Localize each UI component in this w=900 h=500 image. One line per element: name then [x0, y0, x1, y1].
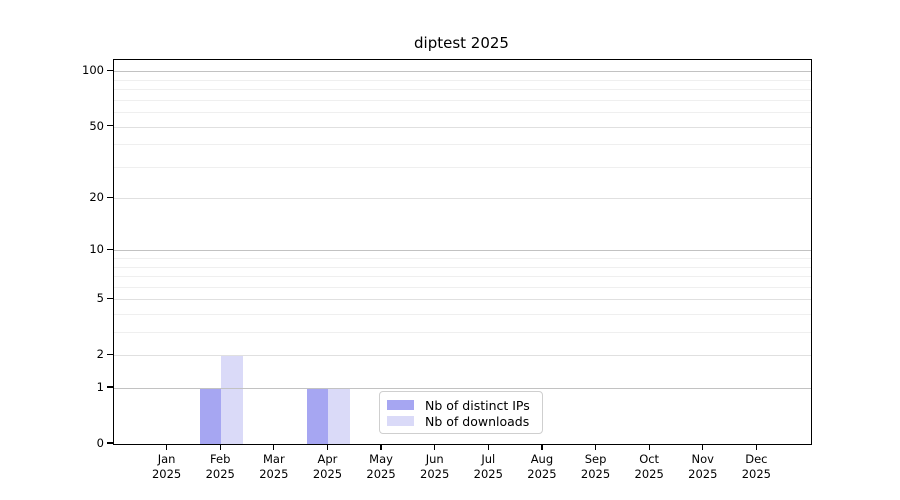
x-tick-label-sep: Sep 2025 [566, 452, 626, 482]
legend-swatch-downloads [387, 415, 414, 427]
x-tick-month: Dec [745, 452, 768, 466]
x-tick-year: 2025 [259, 467, 289, 481]
x-tick-label-may: May 2025 [351, 452, 411, 482]
y-tick-mark-1 [107, 386, 113, 388]
gridline-minor-30 [114, 166, 811, 168]
bar-downloads-apr [328, 388, 350, 444]
x-tick-label-apr: Apr 2025 [297, 452, 357, 482]
gridline-minor-4 [114, 314, 811, 316]
y-tick-label-1: 1 [96, 380, 104, 395]
x-tick-label-mar: Mar 2025 [244, 452, 304, 482]
x-tick-mark-nov [702, 444, 704, 450]
legend-swatch-distinct-ips [387, 399, 414, 411]
gridline-minor-80 [114, 89, 811, 91]
x-tick-year: 2025 [312, 467, 343, 481]
x-tick-month: Apr [317, 452, 338, 466]
x-tick-mark-may [380, 444, 382, 450]
x-tick-year: 2025 [366, 467, 396, 481]
legend-label-downloads: Nb of downloads [425, 413, 530, 429]
x-tick-month: Mar [262, 452, 285, 466]
x-tick-mark-jun [434, 444, 436, 450]
y-tick-mark-0 [107, 442, 113, 444]
x-tick-label-feb: Feb 2025 [190, 452, 250, 482]
bar-downloads-feb [221, 355, 243, 444]
x-tick-year: 2025 [420, 467, 450, 481]
x-tick-month: Jul [481, 452, 496, 466]
chart-title: diptest 2025 [414, 34, 509, 52]
x-tick-year: 2025 [527, 467, 557, 481]
x-tick-mark-aug [541, 444, 543, 450]
y-tick-label-5: 5 [96, 291, 104, 306]
gridline-minor-60 [114, 112, 811, 114]
plot-area [113, 59, 812, 445]
x-tick-mark-feb [219, 444, 221, 450]
gridline-major-5 [114, 299, 811, 301]
y-tick-label-0: 0 [96, 436, 104, 450]
gridline-major-100 [114, 71, 811, 73]
x-tick-mark-mar [273, 444, 275, 450]
x-tick-year: 2025 [580, 467, 611, 481]
gridline-minor-3 [114, 332, 811, 334]
x-tick-month: Nov [691, 452, 714, 466]
x-tick-month: Jun [425, 452, 444, 466]
x-tick-label-jan: Jan 2025 [137, 452, 197, 482]
gridline-major-20 [114, 198, 811, 200]
legend: Nb of distinct IPs Nb of downloads [379, 391, 543, 434]
bar-distinct-ips-feb [199, 388, 222, 444]
y-tick-label-100: 100 [82, 63, 104, 78]
x-tick-label-oct: Oct 2025 [619, 452, 679, 482]
x-tick-month: Jan [157, 452, 176, 466]
x-tick-year: 2025 [205, 467, 235, 481]
x-tick-label-jul: Jul 2025 [458, 452, 518, 482]
x-tick-mark-jan [166, 444, 168, 450]
x-tick-year: 2025 [634, 467, 664, 481]
x-tick-year: 2025 [688, 467, 718, 481]
x-tick-mark-oct [648, 444, 650, 450]
gridline-major-50 [114, 126, 811, 128]
x-tick-mark-jul [487, 444, 489, 450]
gridline-minor-40 [114, 144, 811, 146]
y-tick-mark-50 [107, 125, 113, 127]
gridline-minor-7 [114, 276, 811, 278]
bar-distinct-ips-apr [307, 388, 329, 444]
y-tick-mark-20 [107, 196, 113, 198]
gridline-minor-8 [114, 266, 811, 268]
y-tick-label-20: 20 [89, 190, 104, 205]
y-tick-mark-10 [107, 248, 113, 251]
x-tick-mark-apr [326, 444, 329, 450]
x-tick-mark-dec [755, 444, 757, 450]
gridline-major-10 [114, 250, 811, 252]
x-tick-month: May [369, 452, 393, 466]
x-tick-year: 2025 [741, 467, 772, 481]
y-tick-mark-2 [107, 353, 113, 355]
x-tick-month: Sep [584, 452, 607, 466]
x-tick-label-dec: Dec 2025 [726, 452, 786, 482]
gridline-minor-70 [114, 99, 811, 101]
x-tick-label-jun: Jun 2025 [405, 452, 465, 482]
legend-item-downloads: Nb of downloads [387, 413, 534, 429]
x-tick-month: Aug [530, 452, 554, 466]
x-tick-month: Oct [639, 452, 660, 466]
gridline-major-2 [114, 355, 811, 357]
x-tick-month: Feb [210, 452, 231, 466]
gridline-minor-6 [114, 286, 811, 288]
legend-label-distinct-ips: Nb of distinct IPs [425, 397, 530, 413]
y-tick-label-50: 50 [89, 118, 104, 133]
y-tick-label-10: 10 [89, 242, 104, 257]
gridline-minor-90 [114, 79, 811, 81]
gridline-major-1 [114, 388, 811, 390]
y-tick-mark-5 [107, 297, 113, 299]
y-tick-label-2: 2 [96, 347, 104, 362]
legend-item-distinct-ips: Nb of distinct IPs [387, 397, 534, 413]
y-tick-mark-100 [107, 69, 113, 72]
x-tick-label-aug: Aug 2025 [512, 452, 572, 482]
x-tick-mark-sep [594, 444, 597, 450]
x-tick-label-nov: Nov 2025 [673, 452, 733, 482]
gridline-minor-9 [114, 258, 811, 260]
x-tick-year: 2025 [151, 467, 182, 481]
x-tick-year: 2025 [473, 467, 503, 481]
